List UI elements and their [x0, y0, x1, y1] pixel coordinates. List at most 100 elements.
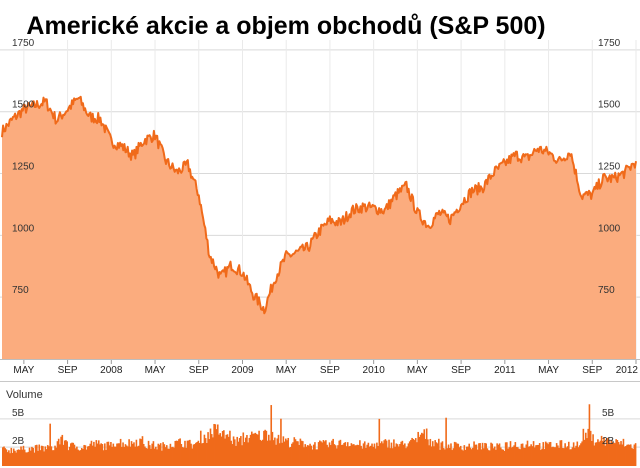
volume-bar	[379, 443, 382, 466]
volume-bar	[219, 433, 222, 466]
volume-bar	[193, 444, 196, 466]
price-tick-label: 1250	[12, 162, 35, 173]
x-tick-label: 2009	[231, 365, 254, 376]
volume-bar	[94, 446, 96, 466]
volume-bar	[446, 448, 449, 466]
volume-bar	[196, 442, 198, 466]
volume-bar	[270, 405, 273, 466]
volume-bar	[233, 439, 236, 466]
volume-bar	[611, 442, 614, 466]
volume-bar	[575, 445, 577, 466]
volume-bar	[445, 417, 447, 466]
volume-bar	[469, 447, 472, 466]
volume-bar	[11, 452, 14, 466]
volume-bar	[564, 443, 566, 466]
volume-bar	[187, 440, 190, 466]
volume-bar	[435, 442, 438, 466]
volume-bar	[455, 442, 457, 466]
volume-bar	[36, 444, 38, 466]
volume-bar	[184, 440, 186, 466]
volume-bar	[480, 449, 483, 466]
volume-bar	[355, 445, 358, 466]
volume-bar	[367, 442, 370, 466]
volume-bar	[223, 430, 225, 466]
volume-bar	[72, 442, 75, 466]
volume-bar	[241, 445, 243, 466]
volume-bar	[232, 436, 235, 466]
volume-bar	[567, 441, 570, 466]
volume-bar	[328, 442, 331, 466]
volume-bar	[628, 444, 631, 466]
volume-bar	[405, 448, 407, 466]
volume-bar	[8, 450, 10, 466]
volume-bar	[321, 442, 324, 466]
volume-bar	[310, 445, 313, 466]
volume-bar	[493, 446, 496, 466]
price-panel: 750 1000 1250 1500 1750 750 1000 1250 1500 1750	[0, 38, 640, 360]
volume-bar	[617, 442, 620, 466]
volume-bar	[531, 446, 534, 466]
volume-bar	[401, 440, 404, 466]
volume-bar	[277, 434, 280, 466]
volume-panel: 2B 2B 5B 5B	[0, 404, 640, 466]
x-tick-label: SEP	[451, 365, 471, 376]
volume-bar	[93, 441, 95, 466]
volume-bar	[266, 440, 269, 466]
x-tick-label: MAY	[276, 365, 297, 376]
volume-bar	[406, 446, 409, 466]
volume-bar	[221, 430, 224, 466]
volume-bar	[208, 439, 211, 466]
volume-bar	[85, 449, 88, 466]
volume-bar	[258, 430, 260, 466]
volume-bar	[142, 443, 145, 466]
volume-bar	[399, 444, 401, 466]
volume-bar	[442, 448, 445, 466]
price-area	[2, 96, 636, 360]
volume-bar	[481, 442, 484, 466]
volume-bar	[209, 428, 212, 466]
volume-bar	[474, 444, 477, 466]
volume-bar	[249, 434, 252, 466]
volume-bar	[259, 439, 262, 466]
volume-bar	[362, 443, 365, 466]
volume-bar	[287, 437, 290, 466]
volume-bar	[366, 444, 368, 466]
volume-bars	[2, 404, 637, 466]
volume-bar	[329, 444, 332, 466]
volume-bar	[472, 447, 474, 466]
volume-bar	[378, 418, 381, 466]
volume-bar	[550, 447, 553, 466]
volume-bar	[67, 450, 70, 466]
volume-bar	[508, 447, 511, 466]
volume-bar	[484, 442, 486, 466]
volume-bar	[121, 446, 123, 466]
price-tick-label: 1750	[598, 38, 621, 49]
volume-bar	[440, 442, 443, 466]
volume-bar	[207, 432, 209, 466]
volume-bar	[525, 444, 528, 466]
volume-bar	[108, 445, 111, 466]
volume-bar	[119, 438, 122, 466]
x-tick-label: 2008	[100, 365, 123, 376]
volume-bar	[56, 441, 59, 466]
volume-bar	[50, 446, 53, 466]
volume-bar	[363, 441, 366, 466]
volume-bar	[482, 448, 485, 466]
volume-bar	[571, 447, 574, 466]
volume-bar	[412, 438, 415, 466]
volume-bar	[391, 448, 394, 466]
volume-bar	[57, 438, 60, 466]
volume-ticks: 2B 2B 5B 5B	[12, 408, 615, 447]
volume-bar	[220, 436, 223, 466]
volume-bar	[323, 441, 326, 466]
volume-bar	[502, 449, 505, 466]
volume-bar	[141, 436, 144, 466]
volume-bar	[291, 443, 293, 466]
volume-bar	[61, 434, 64, 466]
volume-bar	[572, 442, 575, 466]
volume-bar	[527, 446, 530, 466]
volume-bar	[350, 443, 353, 466]
x-tick-label: 2010	[363, 365, 386, 376]
volume-bar	[260, 440, 263, 466]
volume-bar	[342, 444, 344, 466]
